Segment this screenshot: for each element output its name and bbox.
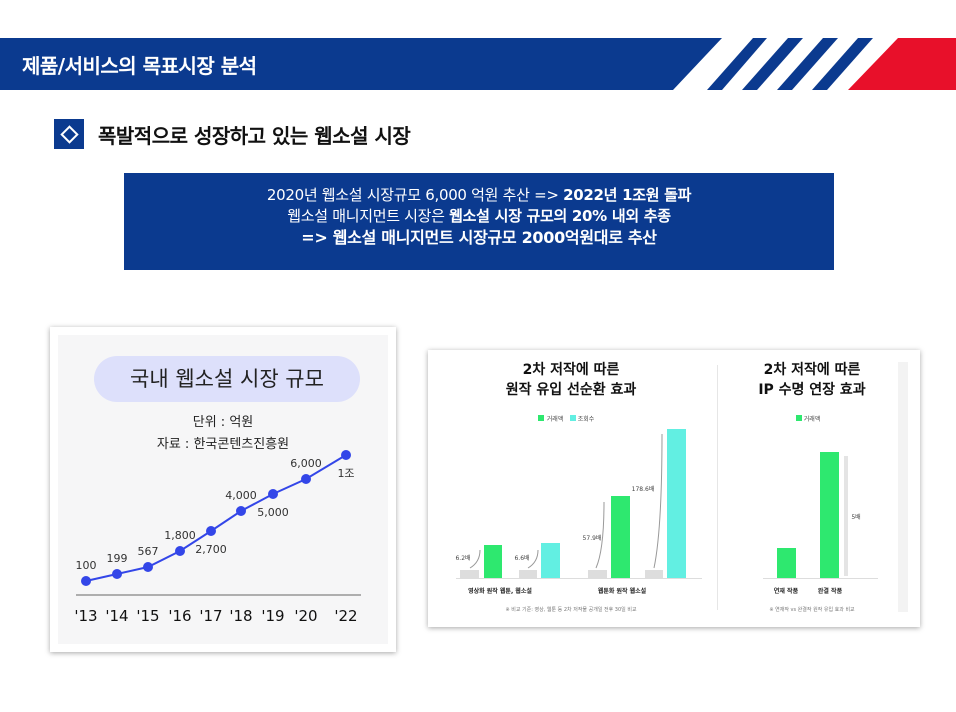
data-label: 4,000 — [225, 489, 257, 502]
header-banner — [0, 38, 956, 90]
bar-before — [460, 570, 479, 578]
baseline — [763, 578, 878, 579]
x-tick-label: '18 — [229, 607, 252, 625]
growth-arrows — [469, 433, 848, 576]
legend-label: 거래액 — [546, 416, 564, 423]
category-label: 연재 작품 — [773, 588, 799, 595]
multiplier-label: 178.6배 — [631, 486, 655, 493]
secondary-effects-card: 2차 저작에 따른 원작 유입 선순환 효과 거래액 조회수 6.2배 6.6배 … — [428, 350, 920, 627]
legend-label: 거래액 — [803, 416, 821, 423]
chart1-title: 2차 저작에 따른 원작 유입 선순환 효과 — [505, 362, 637, 398]
section-heading: 폭발적으로 성장하고 있는 웹소설 시장 — [54, 119, 411, 149]
data-point — [81, 576, 91, 586]
summary-line-1: 2020년 웹소설 시장규모 6,000 억원 추산 => 2022년 1조원 … — [124, 185, 834, 206]
data-point — [341, 450, 351, 460]
multiplier-label: 5배 — [851, 514, 861, 521]
bar-completed — [820, 452, 839, 578]
legend-label: 조회수 — [577, 416, 595, 423]
bar-serial — [777, 548, 796, 578]
data-label: 5,000 — [257, 506, 289, 519]
data-point — [268, 489, 278, 499]
multiplier-label: 6.6배 — [514, 555, 530, 562]
x-tick-label: '20 — [294, 607, 317, 625]
market-size-chart-card: 국내 웹소설 시장 규모 단위 : 억원 자료 : 한국콘텐츠진흥원 100 '1… — [50, 327, 396, 652]
data-label: 6,000 — [290, 457, 322, 470]
data-label: 199 — [107, 552, 128, 565]
group-label: 웹툰화 원작 웹소설 — [597, 588, 647, 595]
bar-transaction — [611, 496, 630, 578]
data-point — [236, 506, 246, 516]
bar-before — [519, 570, 537, 578]
summary-line-3: => 웹소설 매니지먼트 시장규모 2000억원대로 추산 — [301, 228, 657, 247]
data-point — [301, 474, 311, 484]
page-title: 제품/서비스의 목표시장 분석 — [22, 54, 257, 78]
summary-text: 2020년 웹소설 시장규모 6,000 억원 추산 => — [266, 186, 564, 204]
data-point — [143, 562, 153, 572]
group-label: 영상화 원작 웹툰, 웹소설 — [468, 588, 532, 595]
category-label: 완결 작품 — [817, 588, 843, 595]
bar-views — [667, 429, 686, 578]
chart-source: 자료 : 한국콘텐츠진흥원 — [156, 437, 290, 452]
multiplier-label: 6.2배 — [455, 555, 471, 562]
scrollbar-track — [898, 362, 908, 612]
chart2-title: 2차 저작에 따른 IP 수명 연장 효과 — [758, 362, 866, 398]
x-tick-label: '13 — [74, 607, 97, 625]
section-title: 폭발적으로 성장하고 있는 웹소설 시장 — [98, 123, 411, 148]
data-label: 100 — [76, 559, 97, 572]
data-point — [112, 569, 122, 579]
divider — [717, 365, 718, 610]
chart-unit: 단위 : 억원 — [192, 415, 254, 430]
bar-before — [645, 570, 663, 578]
summary-highlight: 웹소설 시장 규모의 20% 내외 추종 — [449, 207, 671, 225]
summary-box: 2020년 웹소설 시장규모 6,000 억원 추산 => 2022년 1조원 … — [124, 173, 834, 270]
diamond-icon — [54, 119, 84, 149]
x-tick-label: '15 — [136, 607, 159, 625]
x-tick-label: '17 — [199, 607, 222, 625]
legend-swatch-green — [538, 415, 544, 421]
legend-swatch-green — [796, 415, 802, 421]
x-tick-label: '22 — [334, 607, 357, 625]
summary-line-2: 웹소설 매니지먼트 시장은 웹소설 시장 규모의 20% 내외 추종 — [124, 206, 834, 227]
data-label: 2,700 — [195, 543, 227, 556]
data-point — [206, 526, 216, 536]
summary-text: 웹소설 매니지먼트 시장은 — [287, 207, 450, 225]
bar-transaction — [484, 545, 502, 578]
x-tick-label: '19 — [261, 607, 284, 625]
data-point — [175, 546, 185, 556]
footnote: ※ 연재작 vs 완결작 원작 유입 효과 비교 — [769, 607, 855, 613]
line-chart: 100 '13 199 '14 567 '15 1,800 '16 2,700 '17 4,000 '… — [74, 450, 361, 625]
x-tick-label: '14 — [105, 607, 128, 625]
data-label: 1,800 — [164, 529, 196, 542]
x-tick-label: '16 — [168, 607, 191, 625]
data-label: 1조 — [337, 467, 354, 480]
legend-swatch-cyan — [570, 415, 576, 421]
summary-highlight: 2022년 1조원 돌파 — [563, 186, 692, 204]
bar-before — [588, 570, 607, 578]
chart-title: 국내 웹소설 시장 규모 — [94, 356, 360, 402]
data-label: 567 — [138, 545, 159, 558]
footnote: ※ 비교 기준: 영상, 웹툰 등 2차 저작물 공개일 전후 30일 비교 — [505, 607, 637, 613]
bar-views — [541, 543, 560, 578]
multiplier-label: 57.9배 — [582, 535, 602, 542]
baseline — [456, 578, 702, 579]
